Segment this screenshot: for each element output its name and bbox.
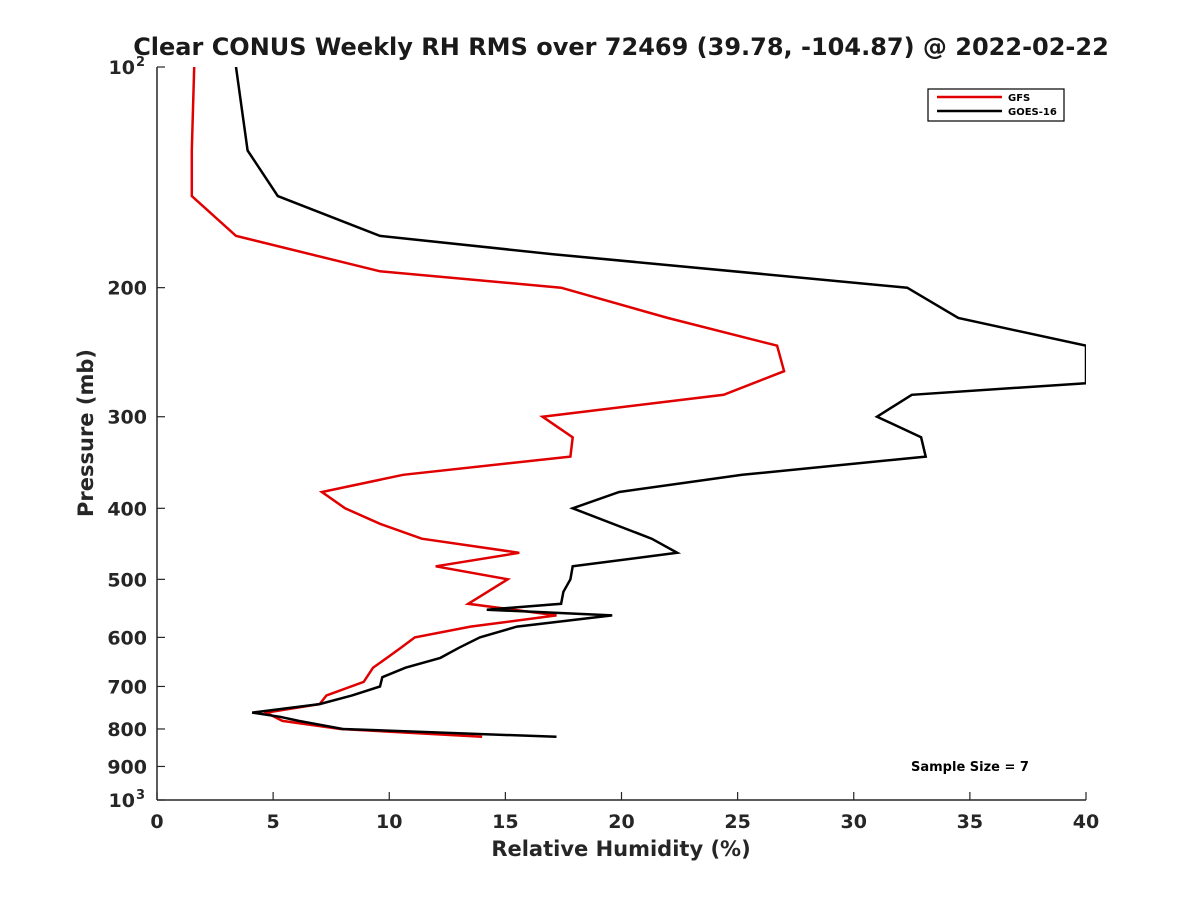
y-tick-label: 400	[107, 498, 147, 520]
legend-label-goes16: GOES-16	[1008, 107, 1057, 118]
y-tick-label: 300	[107, 407, 147, 429]
sample-size-annotation: Sample Size = 7	[911, 760, 1029, 775]
x-tick-label: 20	[608, 811, 634, 833]
series-line-goes16	[234, 67, 1086, 739]
x-tick-label: 0	[150, 811, 163, 833]
series-layer	[190, 67, 1086, 739]
y-tick-label: 900	[107, 756, 147, 778]
y-tick-label: 600	[107, 627, 147, 649]
legend: GFS GOES-16	[927, 88, 1065, 122]
x-tick-label: 10	[376, 811, 402, 833]
legend-label-gfs: GFS	[1008, 93, 1030, 104]
x-tick-label: 5	[267, 811, 280, 833]
x-tick-label: 30	[841, 811, 867, 833]
y-tick-label: 200	[107, 278, 147, 300]
axes	[156, 67, 1086, 801]
x-tick-label: 35	[957, 811, 983, 833]
y-axis-label: Pressure (mb)	[74, 349, 98, 517]
x-tick-label: 40	[1073, 811, 1099, 833]
y-tick-label: 500	[107, 569, 147, 591]
y-tick-label: 10	[109, 57, 135, 79]
y-tick-label: 10	[109, 790, 135, 812]
x-axis-label: Relative Humidity (%)	[491, 837, 750, 861]
y-tick-exponent: 3	[136, 788, 145, 803]
x-tick-label: 25	[724, 811, 750, 833]
y-tick-label: 700	[107, 676, 147, 698]
chart-title: Clear CONUS Weekly RH RMS over 72469 (39…	[133, 33, 1109, 61]
x-tick-label: 15	[492, 811, 518, 833]
series-line-gfs	[190, 67, 786, 739]
y-tick-exponent: 2	[136, 55, 145, 70]
y-tick-label: 800	[107, 719, 147, 741]
legend-box	[927, 88, 1065, 122]
